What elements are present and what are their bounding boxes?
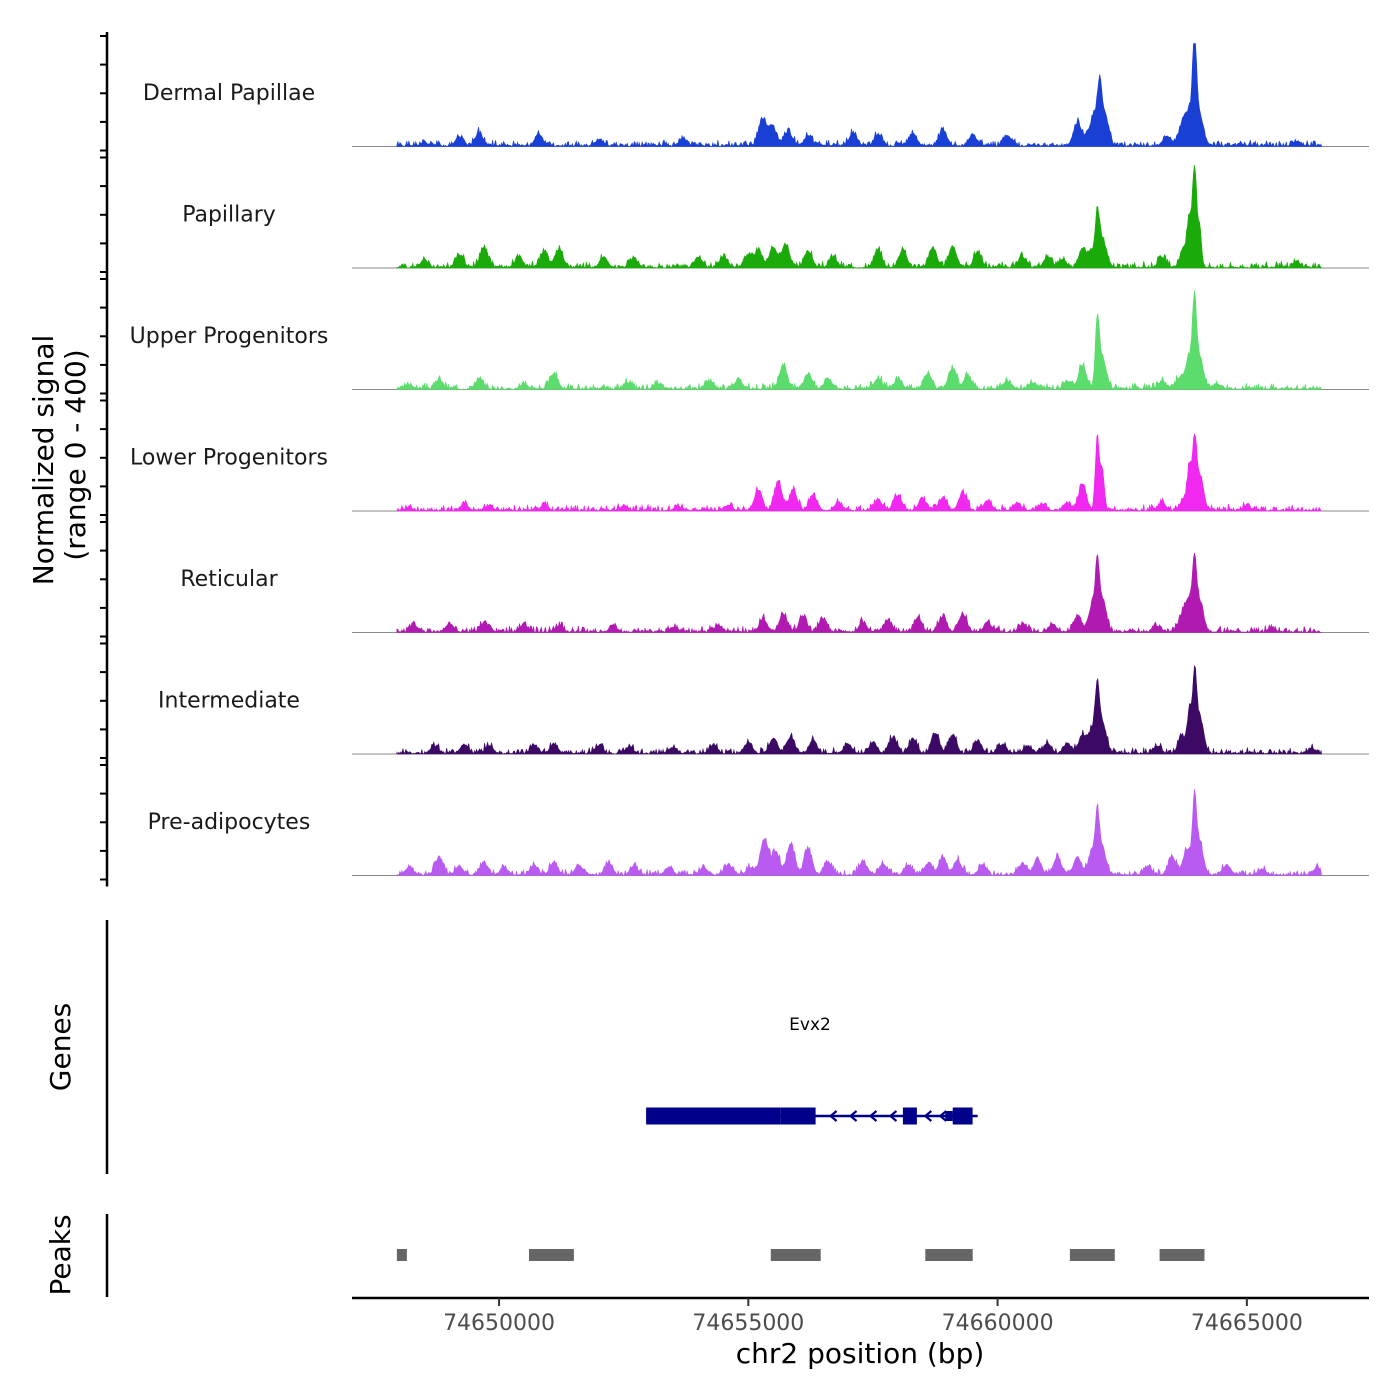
signal-track-pre-adipocytes: Pre-adipocytes xyxy=(148,788,1369,877)
signal-y-axis xyxy=(100,32,109,887)
track-label-reticular: Reticular xyxy=(180,567,278,592)
gene-label-evx2: Evx2 xyxy=(789,1015,831,1035)
coverage-area-reticular xyxy=(396,553,1322,634)
track-label-dermal-papillae: Dermal Papillae xyxy=(143,81,315,106)
strand-arrow xyxy=(888,1110,898,1122)
track-label-upper-progenitors: Upper Progenitors xyxy=(130,324,329,349)
x-axis-title: chr2 position (bp) xyxy=(736,1337,985,1370)
peak-region-6 xyxy=(1159,1249,1205,1261)
genes-track-title: Genes xyxy=(44,1003,77,1091)
x-axis-ticks: 74650000 74655000 74660000 74665000 xyxy=(443,1298,1303,1336)
y-axis-range: (range 0 - 400) xyxy=(59,349,92,560)
peak-region-1 xyxy=(396,1249,407,1261)
gene-exon-2 xyxy=(780,1107,816,1125)
coverage-area-papillary xyxy=(396,164,1323,270)
coverage-area-intermediate xyxy=(396,664,1322,756)
peak-region-3 xyxy=(770,1249,821,1261)
strand-arrow xyxy=(828,1110,838,1122)
gene-exon-3 xyxy=(902,1107,917,1125)
gene-exon-5 xyxy=(952,1107,973,1125)
signal-track-dermal-papillae: Dermal Papillae xyxy=(143,43,1369,148)
x-tick-label: 74665000 xyxy=(1191,1311,1303,1336)
genes-track: Genes Evx2 xyxy=(44,920,978,1174)
y-axis-title: Normalized signal xyxy=(27,335,60,586)
gene-model-evx2 xyxy=(646,1107,978,1125)
coverage-area-dermal-papillae xyxy=(396,43,1322,148)
strand-arrow xyxy=(938,1110,947,1122)
signal-track-papillary: Papillary xyxy=(182,164,1369,270)
track-label-lower-progenitors: Lower Progenitors xyxy=(130,446,328,471)
gene-exon-4 xyxy=(945,1111,953,1121)
track-label-pre-adipocytes: Pre-adipocytes xyxy=(148,810,311,835)
coverage-area-lower-progenitors xyxy=(396,432,1322,512)
strand-arrow xyxy=(848,1110,858,1122)
track-label-intermediate: Intermediate xyxy=(158,689,300,714)
x-axis: 74650000 74655000 74660000 74665000 chr2 po… xyxy=(352,1296,1369,1370)
peak-region-5 xyxy=(1069,1249,1115,1261)
peaks-track: Peaks xyxy=(44,1214,1205,1297)
signal-tracks: Dermal Papillae Papillary Upper Progenitor… xyxy=(130,43,1369,877)
strand-arrow xyxy=(868,1110,878,1122)
x-tick-label: 74650000 xyxy=(443,1311,555,1336)
signal-track-lower-progenitors: Lower Progenitors xyxy=(130,432,1369,512)
strand-arrow xyxy=(923,1110,933,1122)
signal-track-intermediate: Intermediate xyxy=(158,664,1369,756)
signal-track-reticular: Reticular xyxy=(180,553,1369,634)
peak-regions xyxy=(396,1249,1205,1261)
x-tick-label: 74655000 xyxy=(692,1311,804,1336)
peak-region-2 xyxy=(529,1249,574,1261)
gene-exon-1 xyxy=(646,1107,781,1125)
signal-track-upper-progenitors: Upper Progenitors xyxy=(130,290,1369,391)
track-label-papillary: Papillary xyxy=(182,203,276,228)
peaks-track-title: Peaks xyxy=(44,1214,77,1295)
coverage-area-upper-progenitors xyxy=(396,290,1323,391)
coverage-area-pre-adipocytes xyxy=(396,788,1322,877)
x-tick-label: 74660000 xyxy=(942,1311,1054,1336)
peak-region-4 xyxy=(925,1249,973,1261)
